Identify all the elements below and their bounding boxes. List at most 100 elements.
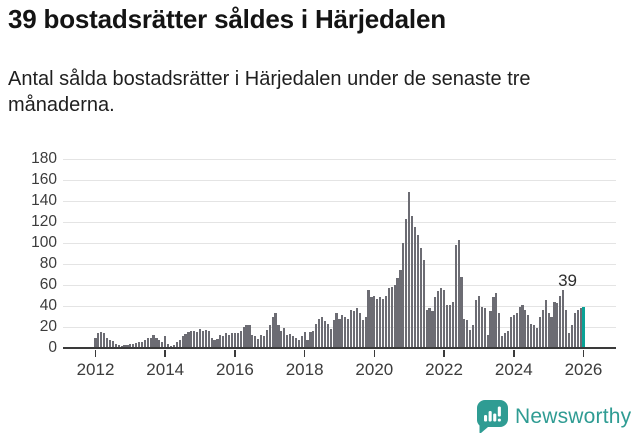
bar xyxy=(437,291,440,348)
last-value-annotation: 39 xyxy=(558,271,577,290)
bar xyxy=(428,308,431,348)
bar xyxy=(184,334,187,348)
bar xyxy=(178,339,181,348)
bar xyxy=(312,331,315,348)
bar xyxy=(320,316,324,348)
bar xyxy=(501,336,504,348)
bar xyxy=(460,276,463,348)
bar xyxy=(245,324,248,348)
bar xyxy=(509,316,512,348)
bar xyxy=(518,307,521,348)
bar xyxy=(129,343,132,348)
bar xyxy=(419,248,422,348)
bar xyxy=(161,341,164,348)
gridline xyxy=(63,180,616,182)
bar xyxy=(175,341,178,348)
bar xyxy=(352,311,356,348)
bar xyxy=(291,336,295,348)
bar xyxy=(390,287,393,348)
bar xyxy=(236,333,239,348)
bar xyxy=(117,344,120,348)
bar xyxy=(431,311,434,348)
bar xyxy=(135,342,138,348)
bar xyxy=(294,337,298,348)
bar xyxy=(242,327,245,348)
bar xyxy=(515,313,518,348)
bar xyxy=(216,338,219,348)
bar xyxy=(326,323,329,348)
bar xyxy=(257,338,260,348)
bar xyxy=(527,315,530,348)
bar xyxy=(480,307,483,348)
gridline xyxy=(63,201,616,203)
bar xyxy=(379,296,382,348)
bar xyxy=(306,339,309,348)
bar xyxy=(213,339,216,348)
bar xyxy=(457,239,460,348)
x-axis-tick xyxy=(373,349,376,357)
bar xyxy=(387,288,390,348)
x-axis-label: 2022 xyxy=(425,360,463,379)
x-axis-label: 2012 xyxy=(76,360,115,379)
bar xyxy=(434,296,437,348)
x-axis-label: 2020 xyxy=(355,360,394,379)
x-axis-label: 2018 xyxy=(285,360,324,379)
gridline xyxy=(63,264,616,266)
bar xyxy=(207,331,210,348)
bar xyxy=(405,218,408,348)
bar xyxy=(367,290,370,348)
bar xyxy=(381,298,385,348)
chart-subtitle: Antal sålda bostadsrätter i Härjedalen u… xyxy=(8,68,531,116)
bar xyxy=(399,270,402,348)
gridline xyxy=(63,306,616,308)
bar xyxy=(556,302,559,348)
bar xyxy=(126,344,129,348)
bar xyxy=(248,324,251,348)
bar xyxy=(445,304,449,348)
bar xyxy=(364,316,367,348)
y-axis-label: 80 xyxy=(39,254,57,272)
bar xyxy=(384,295,388,348)
x-axis-tick xyxy=(164,349,167,357)
bar xyxy=(373,295,376,348)
bar xyxy=(164,336,167,348)
bar xyxy=(335,313,338,348)
bar xyxy=(300,336,303,348)
x-axis-label: 2026 xyxy=(564,360,603,379)
bar xyxy=(535,328,539,348)
bar xyxy=(94,337,97,348)
gridline xyxy=(63,222,616,224)
bar xyxy=(167,343,170,348)
bar xyxy=(286,335,289,348)
bar xyxy=(422,259,425,348)
bar xyxy=(376,298,379,348)
y-axis-label: 0 xyxy=(48,338,57,356)
y-axis-label: 40 xyxy=(39,296,57,314)
bar xyxy=(143,339,146,348)
bar xyxy=(323,320,327,348)
bar xyxy=(254,336,257,348)
bar xyxy=(146,337,149,348)
bar xyxy=(193,331,196,348)
bar xyxy=(466,319,469,348)
bar xyxy=(396,277,399,348)
bar xyxy=(538,316,542,348)
bar xyxy=(222,336,225,348)
bar xyxy=(451,301,454,348)
bar xyxy=(190,331,193,348)
bar xyxy=(329,329,332,348)
y-axis-label: 160 xyxy=(31,170,57,188)
highlighted-bar xyxy=(582,307,585,348)
bar xyxy=(198,329,202,348)
bar xyxy=(204,330,207,348)
y-axis-label: 100 xyxy=(31,233,57,251)
bar xyxy=(271,316,274,348)
bar xyxy=(114,343,117,348)
bar xyxy=(498,313,501,348)
bar xyxy=(442,290,446,348)
bar xyxy=(469,330,472,348)
bar xyxy=(341,315,344,348)
newsworthy-bar-chart-bubble-icon xyxy=(477,400,508,433)
bar xyxy=(402,243,405,348)
bar xyxy=(562,290,565,348)
